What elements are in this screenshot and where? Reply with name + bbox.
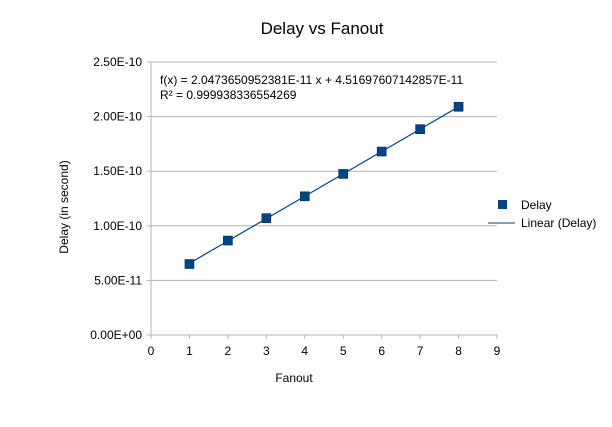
data-point (184, 259, 195, 269)
x-tick-label: 5 (340, 344, 347, 358)
trendline (189, 106, 459, 264)
x-tick-label: 2 (225, 344, 232, 358)
x-tick-label: 0 (148, 344, 155, 358)
x-tick-label: 6 (378, 344, 385, 358)
y-tick-label: 1.50E-10 (93, 164, 142, 178)
data-point (223, 235, 233, 246)
data-points (184, 101, 464, 269)
data-point (299, 191, 310, 202)
y-tick-label: 2.50E-10 (93, 55, 142, 69)
data-point (453, 101, 464, 112)
data-point (415, 124, 425, 134)
legend-marker-delay (498, 200, 507, 209)
chart-title: Delay vs Fanout (261, 19, 384, 38)
y-tick-label: 5.00E-11 (94, 273, 142, 287)
legend: Delay Linear (Delay) (488, 198, 596, 230)
x-tick-label: 3 (263, 344, 270, 358)
y-tick-label: 1.00E-10 (93, 219, 142, 233)
x-tick-label: 1 (186, 344, 193, 358)
data-point (338, 169, 349, 179)
x-tick-label: 8 (455, 344, 462, 358)
x-tick-label: 7 (417, 344, 424, 358)
gridlines (151, 61, 497, 281)
x-tick-label: 9 (494, 344, 501, 358)
y-axis-title: Delay (in second) (57, 160, 71, 253)
trendline-group (189, 106, 459, 264)
x-tick-labels: 0 1 2 3 4 5 6 7 8 9 (148, 344, 501, 358)
data-point (376, 146, 387, 157)
y-tick-label: 0.00E+00 (90, 328, 142, 342)
axes (147, 61, 498, 339)
y-tick-label: 2.00E-10 (93, 110, 142, 124)
y-tick-labels: 0.00E+00 5.00E-11 1.00E-10 1.50E-10 2.00E-10… (90, 55, 142, 342)
data-point (261, 213, 272, 223)
x-axis-title: Fanout (275, 371, 313, 385)
x-tick-label: 4 (301, 344, 308, 358)
r-squared-label: R² = 0.999938336554269 (160, 88, 297, 102)
legend-label-linear: Linear (Delay) (521, 216, 596, 230)
trendline-equation: f(x) = 2.0473650952381E-11 x + 4.5169760… (160, 73, 463, 87)
legend-label-delay: Delay (521, 198, 552, 212)
